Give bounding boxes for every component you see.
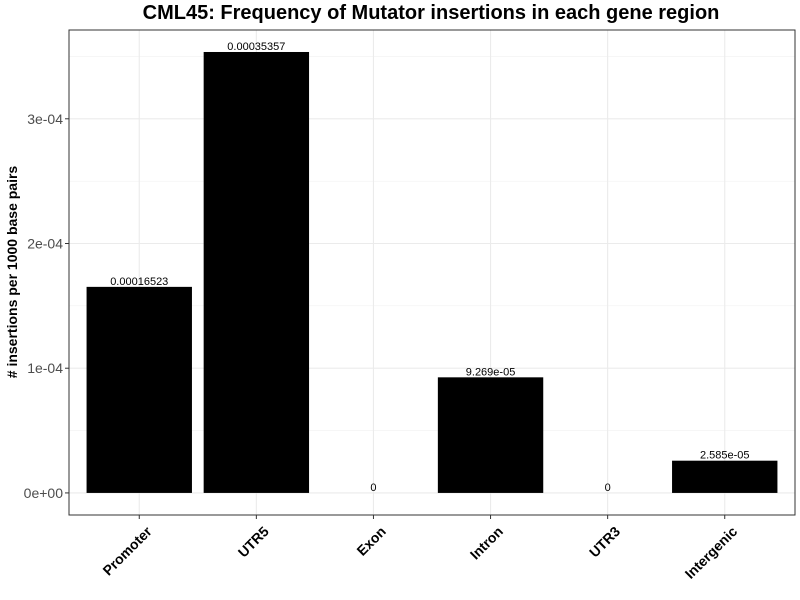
- x-tick-label: UTR3: [586, 523, 623, 560]
- y-tick-label: 3e-04: [27, 111, 63, 127]
- plot-border: [68, 29, 796, 516]
- data-label: 0.00035357: [227, 41, 285, 53]
- data-label: 2.585e-05: [700, 450, 750, 462]
- data-label: 0: [605, 482, 611, 494]
- chart-title: CML45: Frequency of Mutator insertions i…: [142, 2, 720, 24]
- data-labels: 0.00016523 0.00035357 0 9.269e-05 0 2.585e-05: [110, 41, 749, 494]
- bar-utr5: [203, 51, 310, 493]
- x-tick-label: UTR5: [235, 523, 272, 560]
- data-label: 0.00016523: [110, 276, 168, 288]
- bar-intergenic: [672, 460, 778, 493]
- x-tick-label: Intron: [467, 523, 506, 562]
- x-tick-label: Exon: [353, 523, 389, 559]
- bars: [86, 51, 778, 493]
- data-label: 9.269e-05: [466, 366, 516, 378]
- data-label: 0: [370, 482, 376, 494]
- bar-intron: [437, 377, 544, 493]
- y-tick-label: 2e-04: [27, 236, 63, 252]
- x-tick-label: Intergenic: [682, 523, 741, 582]
- y-tick-label: 1e-04: [27, 360, 63, 376]
- y-tick-label: 0e+00: [24, 485, 64, 501]
- x-tick-label: Promoter: [99, 523, 155, 579]
- bar-promoter: [86, 286, 192, 493]
